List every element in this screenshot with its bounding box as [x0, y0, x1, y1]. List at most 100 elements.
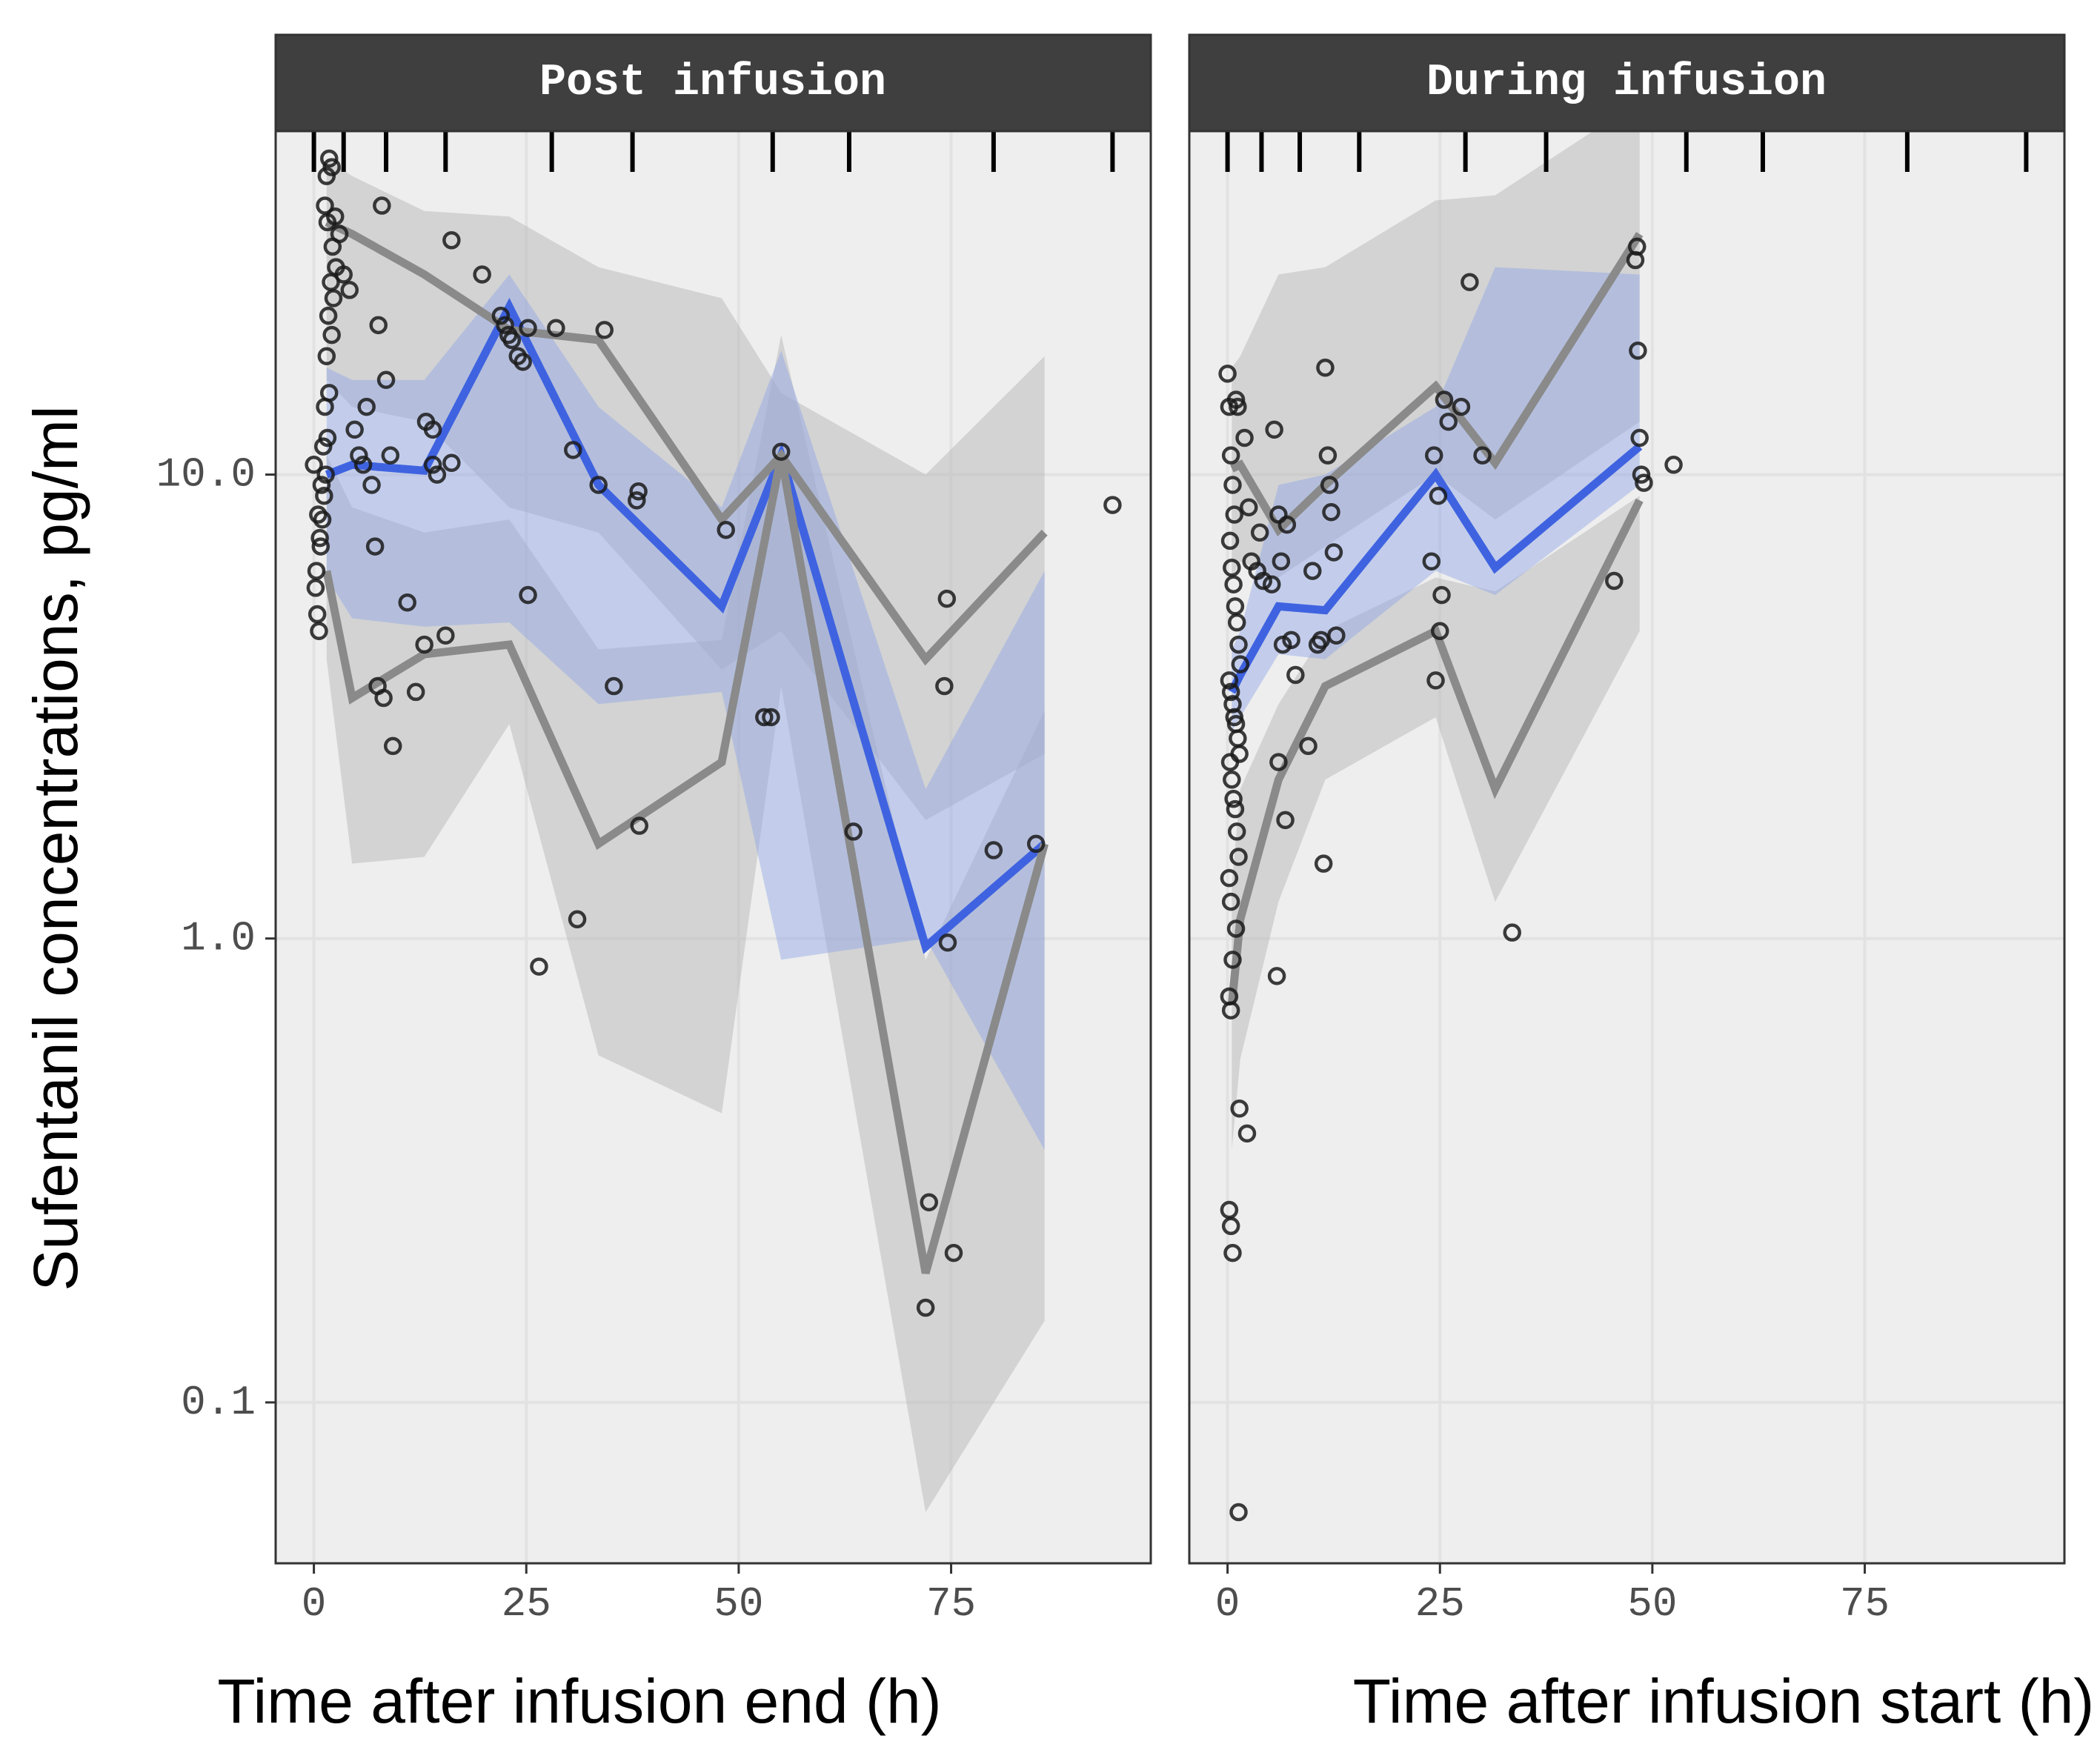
data-point [1430, 622, 1449, 640]
data-point [1322, 502, 1340, 522]
data-point [322, 158, 341, 176]
data-point [1254, 571, 1273, 590]
data-point [1461, 273, 1479, 291]
data-point [1435, 390, 1454, 409]
data-point [322, 273, 340, 291]
data-point [310, 622, 328, 640]
data-point [376, 370, 396, 390]
data-point [317, 167, 336, 185]
data-point [1273, 635, 1292, 654]
data-point [568, 910, 587, 929]
data-point [717, 520, 735, 539]
data-point [1629, 342, 1647, 360]
data-point [312, 476, 331, 494]
data-point [1452, 397, 1471, 416]
data-point [1632, 465, 1651, 484]
rug-ticks [1225, 131, 2029, 172]
data-point [1235, 428, 1254, 448]
data-point [1318, 446, 1338, 465]
data-point [1473, 446, 1492, 465]
data-point [334, 265, 353, 284]
data-point [330, 224, 349, 244]
data-point [1277, 515, 1297, 534]
data-point [362, 476, 381, 494]
data-point [350, 446, 368, 465]
data-point [1262, 575, 1281, 593]
x-axis-title: Time after infusion end (h) [217, 1666, 941, 1736]
data-point [310, 528, 329, 548]
data-point [1227, 613, 1246, 632]
data-point [1630, 428, 1649, 448]
data-point [1426, 671, 1445, 690]
data-point [1269, 753, 1288, 771]
data-point [1223, 951, 1242, 969]
data-point [496, 316, 514, 335]
strip-label: During infusion [1426, 58, 1827, 108]
panel-post-infusion: Post infusion 0 25 50 75 Time after infusio… [217, 33, 1152, 1736]
data-point [318, 428, 337, 448]
x-tick-label: 75 [926, 1580, 976, 1628]
data-point [406, 682, 425, 702]
y-tick-label: 0.1 [181, 1379, 256, 1426]
data-point [1224, 789, 1243, 808]
x-axis: 0 25 50 75 [1215, 1563, 1890, 1628]
data-point [374, 688, 393, 708]
data-point [1240, 498, 1258, 517]
data-point [1230, 1099, 1249, 1118]
data-point [1320, 476, 1339, 494]
data-point [1303, 562, 1322, 580]
data-point [605, 676, 623, 696]
data-point [319, 306, 338, 325]
data-point [381, 446, 400, 465]
data-point [423, 420, 442, 439]
data-point [319, 384, 339, 402]
data-point [564, 441, 582, 459]
data-point [514, 353, 532, 371]
data-point [319, 149, 339, 168]
data-point [1220, 868, 1239, 888]
data-point [307, 562, 326, 580]
data-point [935, 676, 954, 696]
data-point [519, 585, 537, 605]
data-point [423, 456, 442, 474]
data-point [1229, 848, 1248, 866]
data-point [1503, 923, 1521, 942]
data-point [519, 319, 537, 337]
data-point [1226, 919, 1246, 938]
data-point [1221, 1001, 1240, 1019]
data-point [1314, 854, 1333, 873]
data-point [1237, 1124, 1257, 1143]
data-point [1664, 456, 1683, 474]
data-point [442, 231, 461, 250]
data-point [628, 491, 646, 510]
data-point [1327, 626, 1346, 645]
data-point [1635, 473, 1653, 492]
data-point [373, 196, 391, 215]
data-point [1286, 665, 1305, 685]
data-point [1227, 822, 1246, 841]
data-point [316, 196, 334, 215]
x-tick-label: 0 [1215, 1580, 1240, 1628]
data-point [530, 957, 548, 976]
data-point [398, 593, 416, 612]
data-point [1103, 496, 1122, 514]
data-point [1220, 753, 1240, 771]
x-tick-label: 50 [714, 1580, 763, 1628]
data-point [755, 708, 774, 727]
data-points [1218, 237, 1683, 1522]
data-point [1422, 552, 1441, 570]
lower-band [326, 335, 1045, 1512]
series-lines [322, 218, 1049, 1274]
data-point [415, 635, 433, 654]
x-tick-label: 25 [502, 1580, 551, 1628]
data-point [491, 306, 511, 325]
data-point [1605, 571, 1624, 590]
data-point [1299, 736, 1318, 756]
data-point [308, 605, 327, 624]
data-point [357, 397, 376, 416]
data-point [383, 736, 402, 756]
data-point [1223, 771, 1241, 789]
data-point [938, 933, 957, 952]
data-point [442, 453, 461, 472]
data-point [1429, 486, 1448, 505]
